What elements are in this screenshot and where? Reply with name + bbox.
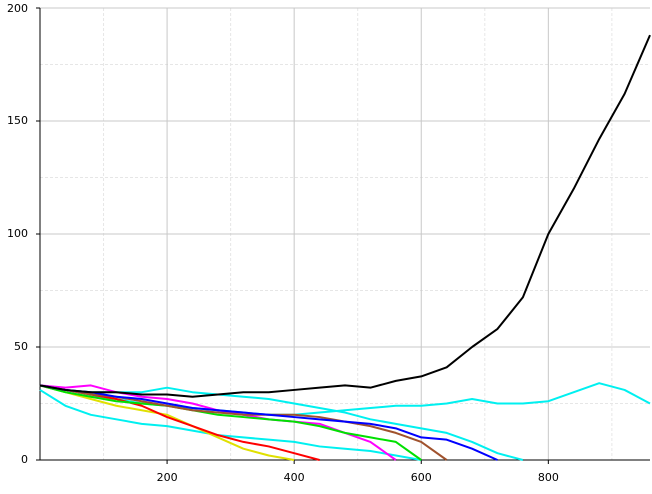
series-line	[39, 389, 422, 461]
series-line	[39, 384, 498, 461]
x-tick-label: 800	[538, 471, 559, 484]
y-tick-label: 0	[21, 453, 28, 466]
y-tick-label: 100	[7, 227, 28, 240]
series-line	[39, 34, 651, 398]
y-tick-label: 200	[7, 2, 28, 15]
series-line	[39, 384, 422, 461]
x-tick-label: 400	[284, 471, 305, 484]
series-line	[39, 384, 295, 461]
y-tick-label: 50	[14, 340, 28, 353]
x-tick-label: 200	[157, 471, 178, 484]
y-tick-label: 150	[7, 114, 28, 127]
x-tick-label: 600	[411, 471, 432, 484]
